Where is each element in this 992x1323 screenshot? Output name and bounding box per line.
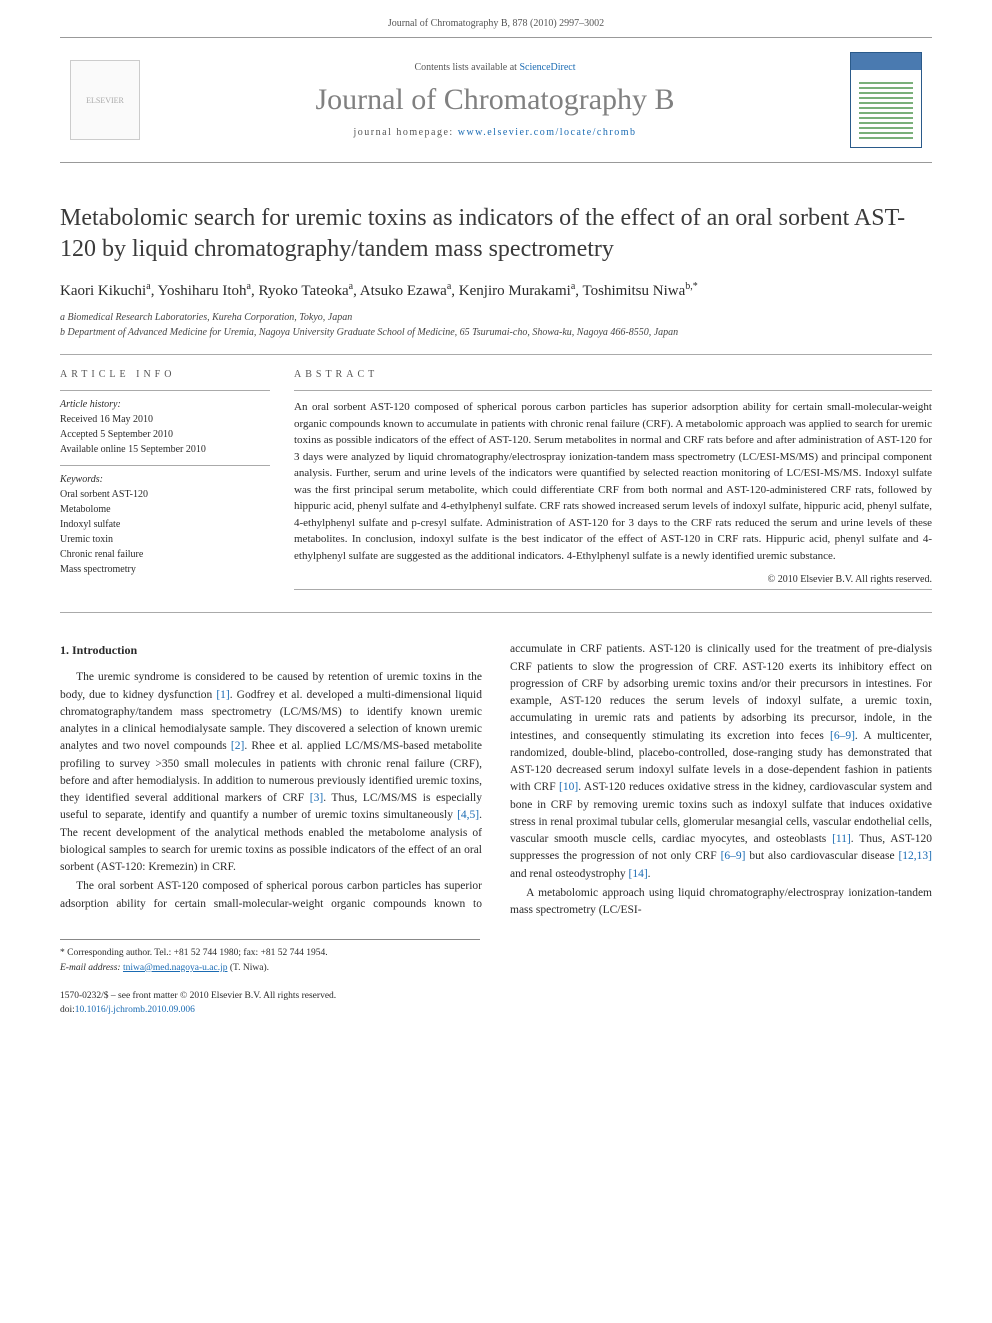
history-online: Available online 15 September 2010: [60, 442, 270, 457]
intro-para-3: A metabolomic approach using liquid chro…: [510, 885, 932, 920]
doi-link[interactable]: 10.1016/j.jchromb.2010.09.006: [75, 1005, 195, 1015]
section-heading-intro: 1. Introduction: [60, 641, 482, 659]
elsevier-logo-text: ELSEVIER: [86, 96, 124, 105]
keyword: Indoxyl sulfate: [60, 517, 270, 532]
keyword: Uremic toxin: [60, 532, 270, 547]
keyword: Metabolome: [60, 502, 270, 517]
doi-line: doi:10.1016/j.jchromb.2010.09.006: [60, 1003, 932, 1017]
affiliations: a Biomedical Research Laboratories, Kure…: [60, 310, 932, 340]
divider: [60, 612, 932, 613]
footer: 1570-0232/$ – see front matter © 2010 El…: [60, 989, 932, 1018]
intro-para-1: The uremic syndrome is considered to be …: [60, 669, 482, 876]
author-list: Kaori Kikuchia, Yoshiharu Itoha, Ryoko T…: [60, 281, 932, 300]
info-hr: [60, 465, 270, 466]
affiliation-b: b Department of Advanced Medicine for Ur…: [60, 325, 932, 340]
front-matter-line: 1570-0232/$ – see front matter © 2010 El…: [60, 989, 932, 1003]
keyword: Chronic renal failure: [60, 547, 270, 562]
info-hr: [294, 589, 932, 590]
info-hr: [60, 390, 270, 391]
email-label: E-mail address:: [60, 963, 121, 973]
corresponding-author-footnote: * Corresponding author. Tel.: +81 52 744…: [60, 939, 480, 975]
email-line: E-mail address: tniwa@med.nagoya-u.ac.jp…: [60, 961, 480, 975]
homepage-line: journal homepage: www.elsevier.com/locat…: [154, 127, 836, 138]
article-info-heading: ARTICLE INFO: [60, 369, 270, 380]
abstract-column: ABSTRACT An oral sorbent AST-120 compose…: [294, 369, 932, 598]
journal-name: Journal of Chromatography B: [154, 83, 836, 117]
elsevier-logo: ELSEVIER: [70, 60, 140, 140]
keywords-label: Keywords:: [60, 474, 270, 485]
history-received: Received 16 May 2010: [60, 412, 270, 427]
doi-prefix: doi:: [60, 1005, 75, 1015]
keyword: Mass spectrometry: [60, 562, 270, 577]
info-hr: [294, 390, 932, 391]
corr-line: * Corresponding author. Tel.: +81 52 744…: [60, 946, 480, 960]
running-header: Journal of Chromatography B, 878 (2010) …: [0, 0, 992, 37]
journal-cover-thumbnail: [850, 52, 922, 148]
body-columns: 1. Introduction The uremic syndrome is c…: [60, 641, 932, 919]
abstract-copyright: © 2010 Elsevier B.V. All rights reserved…: [294, 574, 932, 585]
affiliation-a: a Biomedical Research Laboratories, Kure…: [60, 310, 932, 325]
masthead-center: Contents lists available at ScienceDirec…: [154, 62, 836, 138]
info-abstract-row: ARTICLE INFO Article history: Received 1…: [60, 369, 932, 598]
abstract-heading: ABSTRACT: [294, 369, 932, 380]
history-accepted: Accepted 5 September 2010: [60, 427, 270, 442]
email-tail: (T. Niwa).: [228, 963, 270, 973]
divider: [60, 354, 932, 355]
running-header-text: Journal of Chromatography B, 878 (2010) …: [388, 18, 604, 29]
abstract-text: An oral sorbent AST-120 composed of sphe…: [294, 399, 932, 564]
history-label: Article history:: [60, 399, 270, 410]
article-title: Metabolomic search for uremic toxins as …: [60, 203, 932, 265]
corr-email-link[interactable]: tniwa@med.nagoya-u.ac.jp: [123, 963, 228, 973]
contents-prefix: Contents lists available at: [414, 62, 519, 73]
keyword: Oral sorbent AST-120: [60, 487, 270, 502]
masthead: ELSEVIER Contents lists available at Sci…: [60, 37, 932, 163]
sciencedirect-link[interactable]: ScienceDirect: [519, 62, 575, 73]
article-info-column: ARTICLE INFO Article history: Received 1…: [60, 369, 270, 598]
homepage-link[interactable]: www.elsevier.com/locate/chromb: [458, 127, 637, 138]
homepage-prefix: journal homepage:: [354, 127, 458, 138]
contents-line: Contents lists available at ScienceDirec…: [154, 62, 836, 73]
